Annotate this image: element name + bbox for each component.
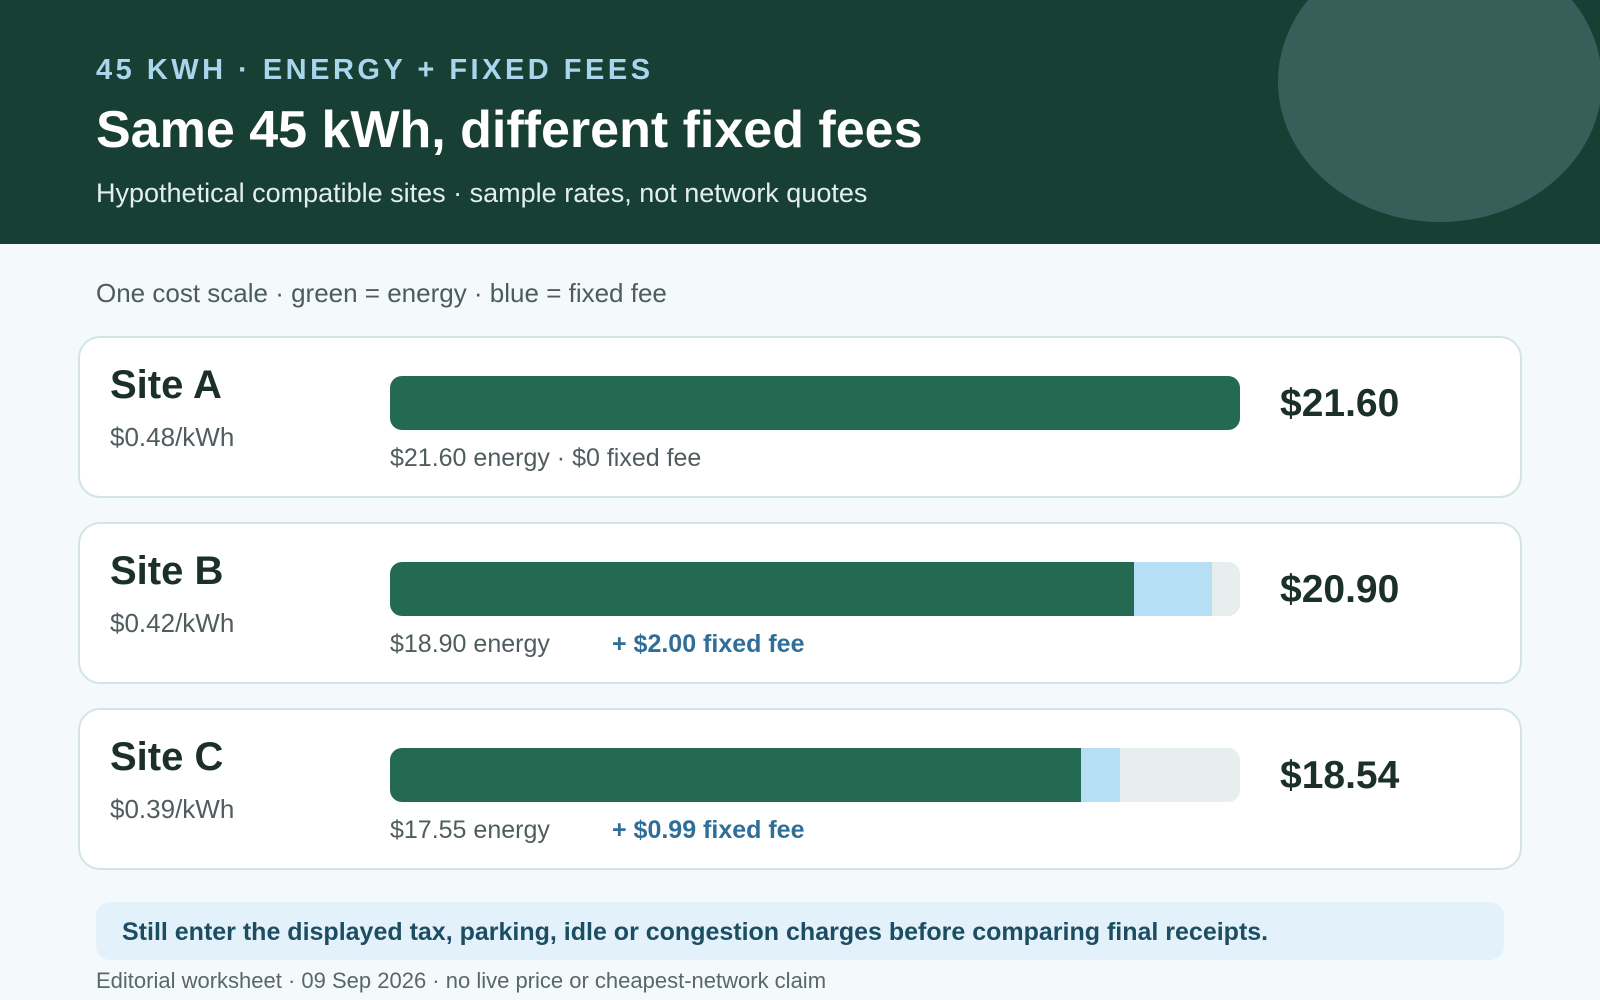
site-card-c: Site C $0.39/kWh $17.55 energy + $0.99 f… [78, 708, 1522, 870]
decorative-circle [1278, 0, 1600, 222]
site-name: Site A [110, 363, 222, 407]
notice-banner: Still enter the displayed tax, parking, … [96, 902, 1504, 960]
total-cost: $20.90 [1280, 568, 1400, 611]
site-rate: $0.48/kWh [110, 422, 235, 452]
site-name: Site C [110, 735, 224, 779]
site-rate: $0.42/kWh [110, 608, 235, 638]
total-cost: $18.54 [1280, 754, 1400, 797]
fixed-fee-label: + $0.99 fixed fee [612, 816, 805, 844]
site-card-a: Site A $0.48/kWh $21.60 energy · $0 fixe… [78, 336, 1522, 498]
energy-label: $17.55 energy [390, 816, 550, 844]
site-name: Site B [110, 549, 224, 593]
page-subtitle: Hypothetical compatible sites · sample r… [96, 178, 868, 208]
scale-legend-note: One cost scale · green = energy · blue =… [96, 278, 667, 308]
page-title: Same 45 kWh, different fixed fees [96, 101, 923, 159]
cost-bar-track [390, 562, 1240, 616]
energy-label: $21.60 energy · $0 fixed fee [390, 444, 702, 472]
energy-bar [390, 376, 1240, 430]
cost-bar-track [390, 748, 1240, 802]
energy-bar [390, 562, 1134, 616]
fixed-fee-label: + $2.00 fixed fee [612, 630, 805, 658]
energy-label: $18.90 energy [390, 630, 550, 658]
energy-bar [390, 748, 1081, 802]
site-rate: $0.39/kWh [110, 794, 235, 824]
eyebrow-label: 45 KWH · ENERGY + FIXED FEES [96, 54, 654, 86]
fixed-fee-bar [1080, 748, 1120, 802]
cost-bar-track [390, 376, 1240, 430]
fixed-fee-bar [1133, 562, 1213, 616]
site-card-b: Site B $0.42/kWh $18.90 energy + $2.00 f… [78, 522, 1522, 684]
total-cost: $21.60 [1280, 382, 1400, 425]
footer-note: Editorial worksheet · 09 Sep 2026 · no l… [96, 968, 827, 993]
header-banner: 45 KWH · ENERGY + FIXED FEES Same 45 kWh… [0, 0, 1600, 244]
notice-text: Still enter the displayed tax, parking, … [122, 918, 1269, 946]
